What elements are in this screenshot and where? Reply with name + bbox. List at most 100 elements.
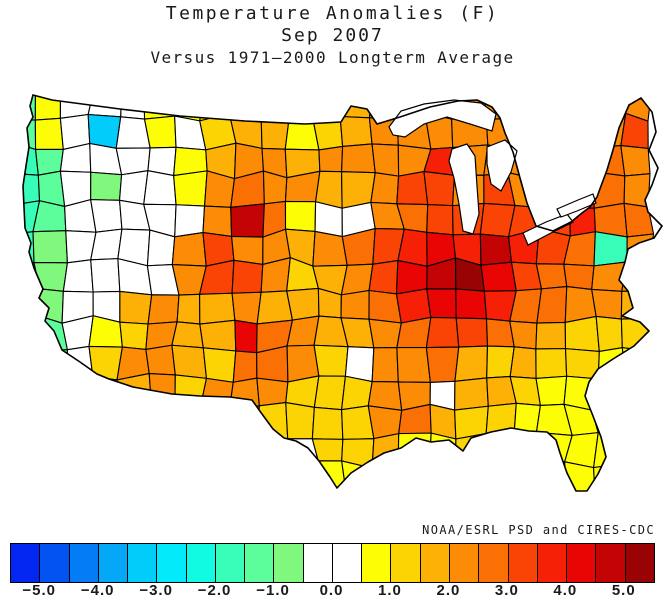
climate-division-cell <box>171 232 207 267</box>
climate-division-cell <box>564 146 600 173</box>
climate-division-cell <box>286 287 320 321</box>
climate-division-cell <box>118 170 149 205</box>
climate-division-cell <box>311 95 347 118</box>
climate-division-cell <box>311 406 344 440</box>
climate-division-cell <box>23 490 40 491</box>
climate-division-cell <box>32 349 68 382</box>
colorbar-tick-label: 3.0 <box>494 582 519 599</box>
colorbar-tick-label: −1.0 <box>256 582 290 599</box>
climate-division-cell <box>538 461 568 491</box>
climate-division-cell <box>621 347 654 381</box>
climate-division-cell <box>591 145 626 177</box>
climate-division-cell <box>37 461 69 491</box>
climate-division-cell <box>370 172 400 205</box>
climate-division-cell <box>595 315 623 352</box>
colorbar-tick-label: −3.0 <box>139 582 173 599</box>
colorbar <box>10 543 655 583</box>
climate-division-cell <box>591 171 626 209</box>
climate-division-cell <box>61 461 97 491</box>
climate-division-cell <box>564 315 600 352</box>
colorbar-cell <box>449 544 480 582</box>
climate-division-cell <box>23 373 34 410</box>
climate-division-cell <box>568 117 600 151</box>
climate-division-cell <box>368 318 402 349</box>
climate-division-cell <box>425 316 460 349</box>
climate-division-cell <box>228 405 260 437</box>
chart-subtitle-period: Sep 2007 <box>281 25 384 46</box>
climate-division-cell <box>368 260 399 295</box>
climate-division-cell <box>509 490 544 491</box>
climate-division-cell <box>535 170 571 209</box>
climate-division-cell <box>452 493 487 521</box>
climate-division-cell <box>397 460 431 491</box>
colorbar-tick-label: 5.0 <box>611 582 636 599</box>
colorbar-cell <box>98 544 129 582</box>
climate-division-cell <box>454 345 489 382</box>
climate-division-cell <box>90 171 123 201</box>
climate-division-cell <box>37 288 64 324</box>
chart-subtitle-baseline: Versus 1971–2000 Longterm Average <box>150 48 515 67</box>
climate-division-cell <box>536 117 573 151</box>
climate-division-cell <box>345 492 372 523</box>
climate-division-cell <box>176 431 209 469</box>
climate-division-cell <box>34 117 64 151</box>
climate-division-cell <box>23 287 41 319</box>
figure-header: Temperature Anomalies (F) Sep 2007 Versu… <box>0 3 665 68</box>
climate-division-cell <box>199 95 237 122</box>
climate-division-cell <box>174 204 206 238</box>
climate-division-cell <box>621 493 651 525</box>
climate-division-cell <box>202 205 233 237</box>
colorbar-tick-label: 1.0 <box>378 582 402 599</box>
climate-division-cell <box>31 405 68 441</box>
great-lake-shape <box>486 139 518 192</box>
colorbar-cell <box>596 544 626 582</box>
climate-division-cell <box>512 431 540 470</box>
colorbar-cell <box>40 544 70 582</box>
climate-division-cell <box>116 373 153 410</box>
climate-division-cell <box>426 203 454 236</box>
climate-division-cell <box>23 437 39 469</box>
climate-division-cell <box>396 171 429 206</box>
climate-division-cell <box>34 95 62 121</box>
climate-division-cell <box>591 288 623 320</box>
colorbar-cell <box>625 544 654 582</box>
colorbar-tick-label: 2.0 <box>436 582 461 599</box>
climate-division-cell <box>340 289 370 320</box>
climate-division-cell <box>341 143 376 174</box>
climate-division-cell <box>150 463 181 491</box>
great-lake-shape <box>448 143 480 235</box>
climate-division-cell <box>227 434 261 463</box>
climate-division-cell <box>284 114 320 151</box>
colorbar-tick-label: −5.0 <box>22 582 57 599</box>
colorbar-cell <box>332 544 363 582</box>
climate-division-cell <box>565 95 595 122</box>
climate-division-cell <box>34 490 63 491</box>
climate-division-cell <box>23 350 40 377</box>
climate-division-cell <box>423 171 455 207</box>
climate-division-cell <box>230 203 265 238</box>
climate-division-cell <box>371 143 400 177</box>
climate-division-cell <box>66 345 94 382</box>
climate-division-cell <box>231 496 262 526</box>
climate-division-cell <box>483 432 515 470</box>
climate-division-cell <box>313 344 349 377</box>
climate-division-cell <box>228 95 263 120</box>
climate-division-cell <box>591 261 628 292</box>
colorbar-cell <box>274 544 304 582</box>
climate-division-cell <box>622 377 654 411</box>
climate-division-cell <box>23 118 37 151</box>
climate-division-cell <box>89 402 123 441</box>
climate-division-cell <box>201 496 232 525</box>
climate-division-cell <box>563 263 595 290</box>
climate-division-cell <box>595 493 626 523</box>
climate-division-cell <box>283 95 317 117</box>
climate-division-cell <box>171 344 208 379</box>
climate-division-cell <box>171 321 204 349</box>
climate-division-cell <box>339 95 373 119</box>
colorbar-cell <box>508 544 538 582</box>
colorbar-cell <box>479 544 509 582</box>
climate-division-cell <box>509 320 538 350</box>
climate-division-cell <box>23 315 40 354</box>
climate-division-cell <box>147 294 180 325</box>
